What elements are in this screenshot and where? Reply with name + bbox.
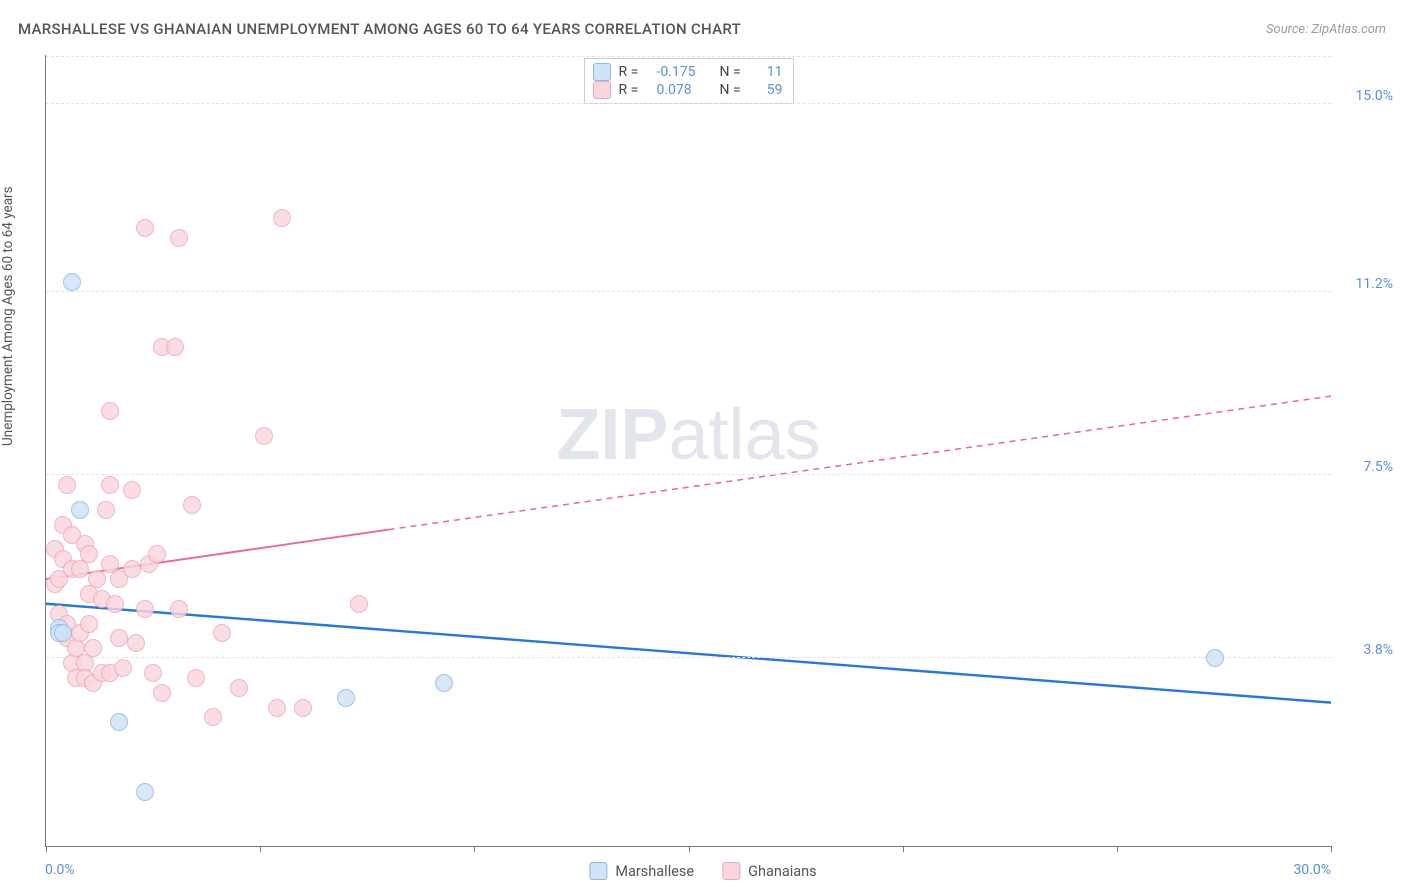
- scatter-point: [106, 595, 124, 613]
- scatter-point: [268, 699, 286, 717]
- scatter-point: [80, 545, 98, 563]
- scatter-point: [166, 338, 184, 356]
- scatter-point: [101, 402, 119, 420]
- scatter-point: [230, 679, 248, 697]
- scatter-point: [204, 708, 222, 726]
- scatter-point: [136, 600, 154, 618]
- chart-area: ZIPatlas R = -0.175 N = 11 R = 0.078 N =…: [45, 55, 1331, 847]
- scatter-point: [127, 634, 145, 652]
- scatter-point: [110, 629, 128, 647]
- gridline: [46, 657, 1331, 658]
- scatter-point: [170, 229, 188, 247]
- scatter-point: [144, 664, 162, 682]
- gridline: [46, 291, 1331, 292]
- scatter-point: [170, 600, 188, 618]
- scatter-point: [97, 501, 115, 519]
- scatter-point: [136, 219, 154, 237]
- swatch-marshallese: [593, 63, 611, 81]
- scatter-point: [114, 659, 132, 677]
- y-tick-label: 3.8%: [1363, 642, 1393, 658]
- chart-title: MARSHALLESE VS GHANAIAN UNEMPLOYMENT AMO…: [18, 20, 741, 38]
- scatter-point: [58, 476, 76, 494]
- y-tick-label: 7.5%: [1363, 459, 1393, 475]
- scatter-point: [350, 595, 368, 613]
- x-tick: [474, 846, 475, 852]
- legend-label: Ghanaians: [748, 863, 817, 880]
- legend-item-ghanaians: Ghanaians: [722, 862, 817, 880]
- scatter-point: [294, 699, 312, 717]
- gridline: [46, 474, 1331, 475]
- scatter-point: [273, 209, 291, 227]
- scatter-point: [123, 560, 141, 578]
- x-tick: [903, 846, 904, 852]
- scatter-point: [63, 273, 81, 291]
- scatter-point: [183, 496, 201, 514]
- scatter-point: [136, 783, 154, 801]
- scatter-point: [88, 570, 106, 588]
- scatter-point: [71, 501, 89, 519]
- scatter-point: [110, 713, 128, 731]
- legend-item-marshallese: Marshallese: [589, 862, 694, 880]
- x-tick: [46, 846, 47, 852]
- x-axis-min-label: 0.0%: [45, 862, 75, 878]
- x-tick: [260, 846, 261, 852]
- plot-region: ZIPatlas R = -0.175 N = 11 R = 0.078 N =…: [45, 55, 1331, 847]
- scatter-point: [187, 669, 205, 687]
- x-tick: [1117, 846, 1118, 852]
- scatter-point: [153, 684, 171, 702]
- legend-swatch-marshallese: [589, 862, 607, 880]
- scatter-point: [80, 615, 98, 633]
- legend-row-ghanaians: R = 0.078 N = 59: [593, 81, 783, 99]
- scatter-point: [123, 481, 141, 499]
- scatter-point: [148, 545, 166, 563]
- scatter-point: [101, 476, 119, 494]
- correlation-legend: R = -0.175 N = 11 R = 0.078 N = 59: [584, 58, 794, 104]
- gridline: [46, 103, 1331, 104]
- x-axis-max-label: 30.0%: [1293, 862, 1331, 878]
- legend-row-marshallese: R = -0.175 N = 11: [593, 63, 783, 81]
- scatter-point: [84, 639, 102, 657]
- scatter-point: [255, 427, 273, 445]
- x-tick: [689, 846, 690, 852]
- scatter-point: [435, 674, 453, 692]
- scatter-point: [54, 624, 72, 642]
- scatter-point: [337, 689, 355, 707]
- y-tick-label: 15.0%: [1355, 88, 1393, 104]
- y-axis-label: Unemployment Among Ages 60 to 64 years: [0, 186, 16, 446]
- scatter-point: [213, 624, 231, 642]
- source-attribution: Source: ZipAtlas.com: [1266, 22, 1386, 37]
- swatch-ghanaians: [593, 81, 611, 99]
- trend-lines: [46, 55, 1331, 846]
- x-tick: [1331, 846, 1332, 852]
- series-legend: Marshallese Ghanaians: [589, 862, 816, 880]
- legend-label: Marshallese: [615, 863, 694, 880]
- y-tick-label: 11.2%: [1355, 276, 1393, 292]
- scatter-point: [1206, 649, 1224, 667]
- legend-swatch-ghanaians: [722, 862, 740, 880]
